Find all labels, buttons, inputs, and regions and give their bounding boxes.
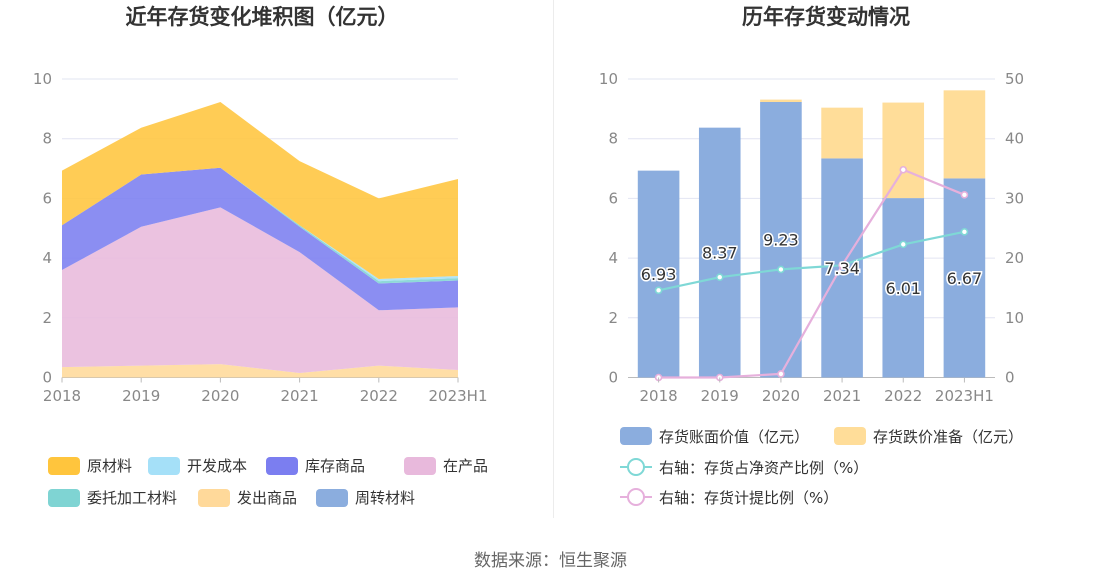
bar-impairment_bar	[943, 90, 986, 179]
right-x-tick-label: 2023H1	[935, 387, 994, 405]
right-y-left-tick-label: 2	[608, 309, 618, 327]
left-legend-swatch-dev_cost	[148, 457, 180, 475]
bar-impairment_bar	[882, 102, 925, 199]
line-point-ratio_line	[960, 228, 969, 236]
left-legend-label-dev_cost: 开发成本	[187, 457, 247, 475]
bar-value-label: 6.93	[641, 265, 677, 284]
right-legend-swatch-book_value_bar	[620, 427, 652, 445]
line-point-ratio_line	[715, 273, 724, 282]
bar-book_value_bar	[882, 198, 925, 378]
left-y-tick-label: 4	[42, 249, 52, 267]
panel-divider	[553, 0, 554, 518]
bar-value-label: 8.37	[702, 244, 738, 263]
bar-book_value_bar	[760, 101, 802, 378]
left-legend-label-shipped: 发出商品	[237, 489, 297, 507]
left-x-tick-label: 2022	[360, 387, 398, 405]
left-x-tick-label: 2018	[43, 387, 81, 405]
left-legend-label-raw_material: 原材料	[87, 457, 132, 475]
left-legend-label-stock_goods: 库存商品	[305, 457, 365, 475]
line-series-provision_line	[658, 168, 965, 379]
line-point-ratio_line	[654, 286, 663, 295]
right-y-right-tick-label: 50	[1005, 70, 1024, 88]
bar-value-label: 7.34	[824, 259, 860, 278]
left-x-tick-label: 2021	[281, 387, 319, 405]
line-point-provision_line	[777, 370, 785, 378]
left-legend-swatch-turnover	[316, 489, 348, 507]
left-x-tick-label: 2023H1	[429, 387, 488, 405]
right-y-left-tick-label: 8	[608, 130, 618, 148]
area-series-raw_material	[62, 102, 458, 279]
right-legend-swatch-impairment_bar	[834, 427, 866, 445]
left-y-tick-label: 8	[42, 130, 52, 148]
bar-value-label: 6.01	[885, 279, 921, 298]
right-x-tick-label: 2018	[639, 387, 677, 405]
left-y-tick-label: 0	[42, 369, 52, 387]
right-y-right-tick-label: 10	[1005, 309, 1024, 327]
left-legend-label-turnover: 周转材料	[355, 489, 415, 507]
bar-impairment_bar	[760, 99, 802, 102]
right-chart-title: 历年存货变动情况	[742, 5, 910, 29]
left-legend-swatch-consigned	[48, 489, 80, 507]
area-series-wip	[62, 207, 458, 373]
left-legend-swatch-shipped	[198, 489, 230, 507]
line-point-ratio_line	[777, 265, 785, 274]
bar-book_value_bar	[637, 170, 680, 378]
right-y-left-tick-label: 0	[608, 369, 618, 387]
left-y-tick-label: 10	[33, 70, 52, 88]
right-y-right-tick-label: 0	[1005, 369, 1015, 387]
data-source-note: 数据来源：恒生聚源	[474, 551, 627, 571]
left-x-tick-label: 2019	[122, 387, 160, 405]
left-legend-swatch-stock_goods	[266, 457, 298, 475]
right-y-right-tick-label: 40	[1005, 130, 1024, 148]
right-y-left-tick-label: 4	[608, 249, 618, 267]
area-series-shipped	[62, 364, 458, 378]
line-point-provision_line	[899, 165, 908, 174]
left-legend-swatch-raw_material	[48, 457, 80, 475]
bar-impairment_bar	[821, 107, 863, 159]
bar-book_value_bar	[698, 127, 741, 378]
bar-book_value_bar	[943, 178, 986, 378]
bar-value-label: 9.23	[763, 231, 799, 250]
right-legend-label-provision_line: 右轴：存货计提比例（%）	[659, 489, 838, 507]
right-legend-label-ratio_line: 右轴：存货占净资产比例（%）	[659, 459, 868, 477]
right-legend-marker-ratio_line	[627, 458, 645, 476]
right-x-tick-label: 2020	[762, 387, 800, 405]
line-series-ratio_line	[658, 230, 965, 292]
right-y-left-tick-label: 6	[608, 189, 618, 207]
left-legend-label-wip: 在产品	[443, 457, 488, 475]
area-series-stock_goods	[62, 167, 458, 311]
right-x-tick-label: 2022	[884, 387, 922, 405]
right-x-tick-label: 2021	[823, 387, 861, 405]
bar-value-label: 6.67	[947, 269, 983, 288]
left-legend-swatch-wip	[404, 457, 436, 475]
right-y-right-tick-label: 30	[1005, 189, 1024, 207]
right-legend-marker-provision_line	[627, 488, 645, 506]
left-chart-title: 近年存货变化堆积图（亿元）	[126, 5, 399, 29]
left-y-tick-label: 6	[42, 189, 52, 207]
right-legend-label-book_value_bar: 存货账面价值（亿元）	[659, 428, 809, 446]
left-x-tick-label: 2020	[201, 387, 239, 405]
right-y-left-tick-label: 10	[599, 70, 618, 88]
left-legend-label-consigned: 委托加工材料	[87, 489, 177, 507]
line-point-provision_line	[838, 261, 846, 270]
right-x-tick-label: 2019	[701, 387, 739, 405]
line-point-ratio_line	[899, 240, 908, 249]
right-legend-label-impairment_bar: 存货跌价准备（亿元）	[873, 428, 1023, 446]
right-y-right-tick-label: 20	[1005, 249, 1024, 267]
left-y-tick-label: 2	[42, 309, 52, 327]
line-point-provision_line	[960, 191, 969, 199]
